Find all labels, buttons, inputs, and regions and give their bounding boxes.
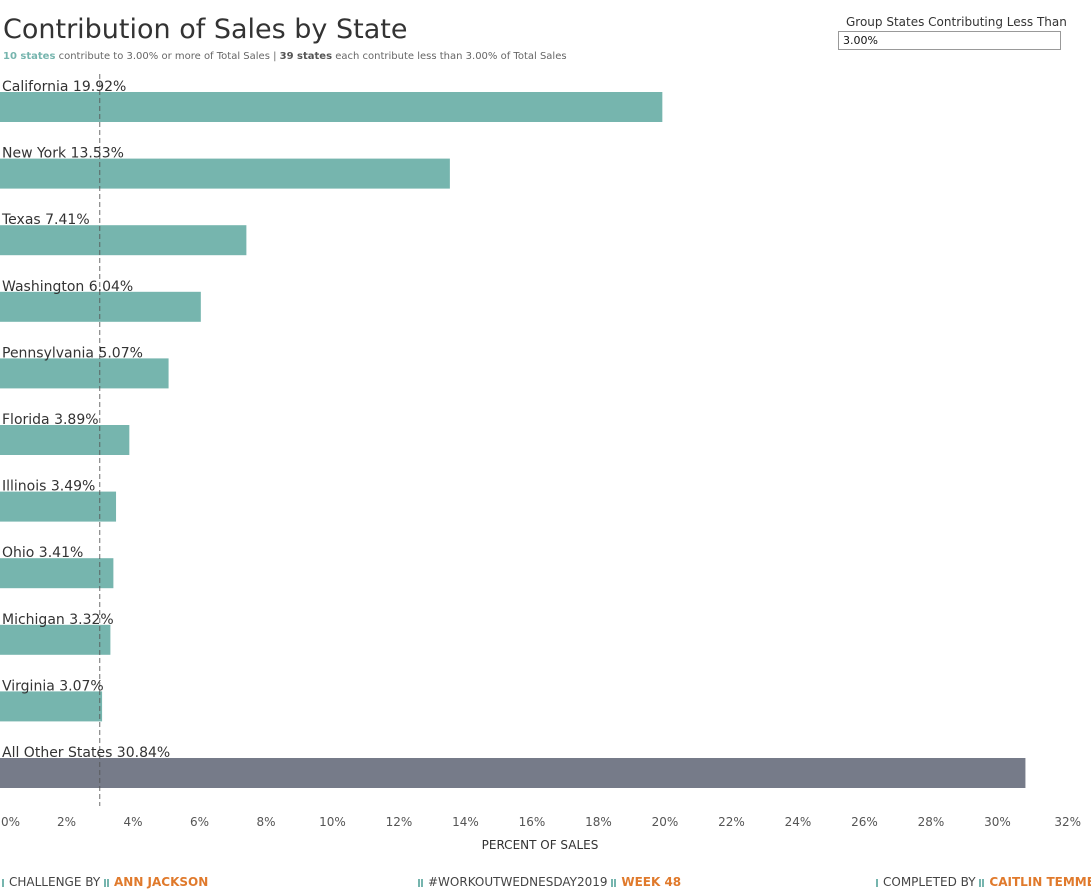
footer-completed: COMPLETED BY CAITLIN TEMME (876, 875, 1091, 889)
footer-hashtag: #WORKOUTWEDNESDAY2019 WEEK 48 (418, 875, 681, 889)
footer-challenge: CHALLENGE BY ANN JACKSON (2, 875, 208, 889)
x-tick-label: 22% (718, 815, 745, 829)
bar-texas (0, 225, 247, 256)
x-tick-label: 30% (984, 815, 1011, 829)
x-tick-label: 4% (123, 815, 142, 829)
x-tick-label: 14% (452, 815, 479, 829)
bar-all-other-states (0, 758, 1026, 788)
completed-name: CAITLIN TEMME (989, 875, 1091, 889)
bar-label: Florida 3.89% (2, 412, 99, 428)
x-tick-label: 8% (256, 815, 275, 829)
x-tick-label: 28% (918, 815, 945, 829)
bar-label: Texas 7.41% (1, 212, 90, 228)
x-tick-label: 10% (319, 815, 346, 829)
states-above-text: contribute to 3.00% or more of Total Sal… (55, 51, 280, 62)
bar-virginia (0, 691, 103, 722)
states-above-count: 10 states (3, 51, 56, 62)
bar-california (0, 92, 663, 122)
x-tick-label: 24% (785, 815, 812, 829)
chart-title: Contribution of Sales by State (3, 14, 408, 45)
threshold-parameter-input[interactable] (838, 31, 1061, 50)
bar-michigan (0, 624, 111, 655)
bar-label: California 19.92% (2, 79, 126, 95)
bar-mark-icon (611, 875, 617, 889)
x-tick-label: 32% (1054, 815, 1081, 829)
threshold-parameter-label: Group States Contributing Less Than (846, 15, 1067, 29)
x-tick-label: 6% (190, 815, 209, 829)
bar-label: Virginia 3.07% (2, 678, 104, 694)
bar-florida (0, 425, 130, 455)
bar-washington (0, 291, 201, 322)
bar-illinois (0, 491, 117, 522)
bar-ohio (0, 558, 114, 589)
bar-mark-icon (2, 875, 5, 889)
x-tick-label: 12% (386, 815, 413, 829)
states-below-text: each contribute less than 3.00% of Total… (332, 51, 567, 62)
bar-label: Michigan 3.32% (2, 612, 114, 628)
bar-mark-icon (876, 875, 879, 889)
states-below-count: 39 states (279, 51, 333, 62)
completed-label: COMPLETED BY (883, 875, 976, 889)
week-label: WEEK 48 (621, 875, 682, 889)
bar-mark-icon (418, 875, 424, 889)
bar-mark-icon (103, 875, 110, 889)
challenge-label: CHALLENGE BY (9, 875, 101, 889)
bar-label: New York 13.53% (2, 146, 124, 162)
x-tick-label: 2% (57, 815, 76, 829)
x-axis-title: PERCENT OF SALES (482, 838, 599, 852)
hashtag-label: #WORKOUTWEDNESDAY2019 (428, 875, 608, 889)
challenge-name: ANN JACKSON (113, 875, 209, 889)
x-tick-label: 16% (519, 815, 546, 829)
bar-label: Washington 6.04% (2, 279, 133, 295)
chart-subtitle: 10 states contribute to 3.00% or more of… (3, 51, 567, 62)
bar-mark-icon (979, 875, 985, 889)
bar-new-york (0, 158, 450, 189)
x-tick-label: 18% (585, 815, 612, 829)
bar-label: Pennsylvania 5.07% (2, 345, 143, 361)
bar-label: Ohio 3.41% (2, 545, 83, 561)
bar-chart: California 19.92% New York 13.53% Texas 7.… (0, 74, 1081, 852)
bar-label: All Other States 30.84% (2, 745, 170, 761)
bar-label: Illinois 3.49% (2, 479, 95, 495)
x-tick-label: 20% (652, 815, 679, 829)
x-tick-label: 26% (851, 815, 878, 829)
bar-pennsylvania (0, 358, 169, 389)
x-tick-label: 0% (1, 815, 20, 829)
